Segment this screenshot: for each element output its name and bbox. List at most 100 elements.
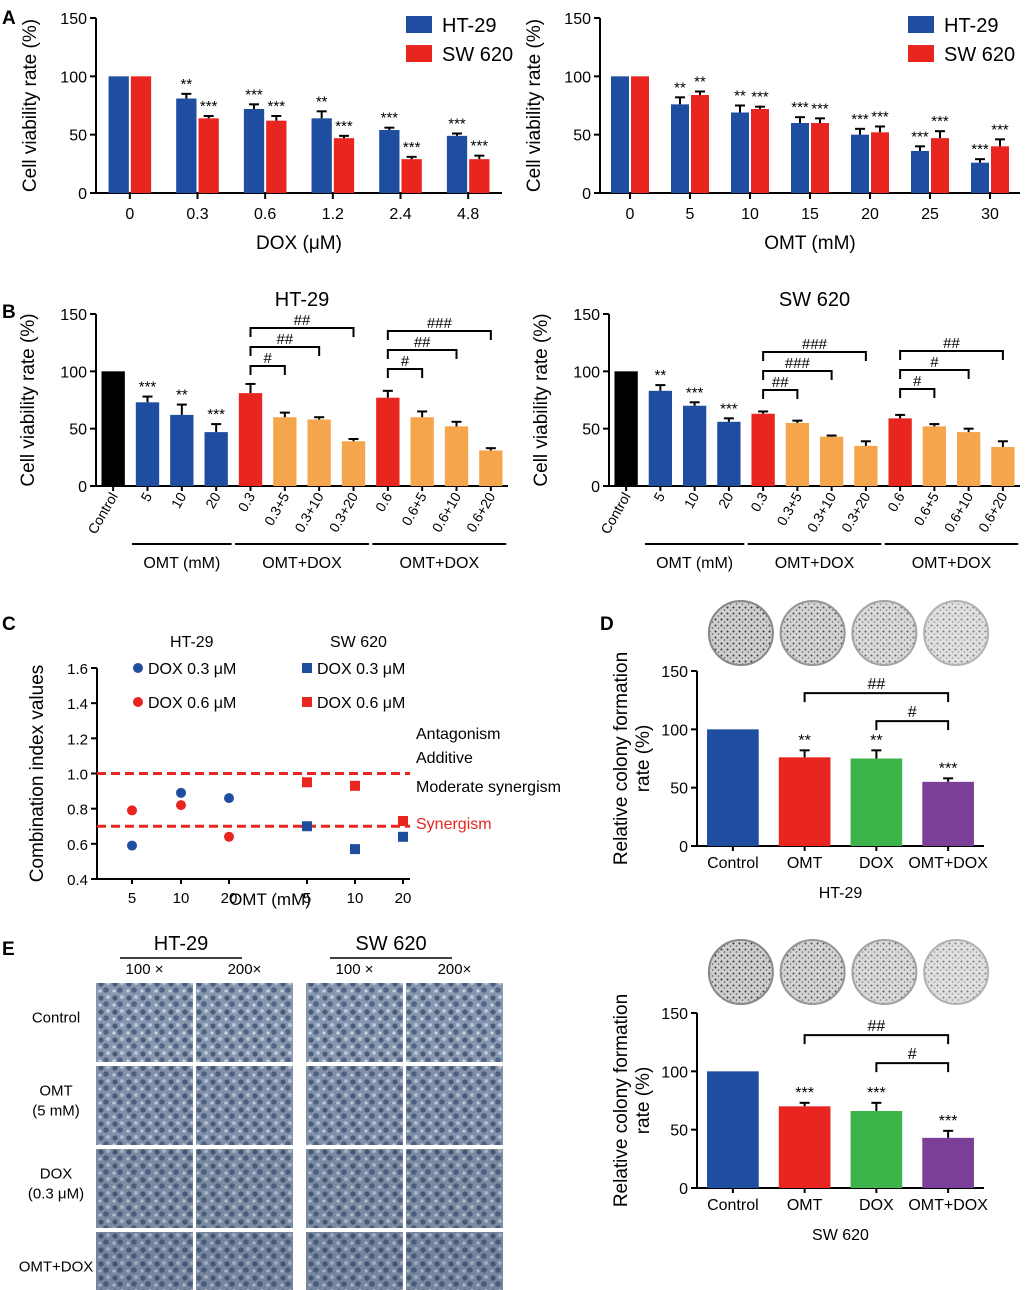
row-label: (0.3 μM) <box>28 1186 84 1203</box>
bar-sw620-20 <box>871 132 889 193</box>
micrograph-image <box>96 1149 193 1228</box>
significance-label: *** <box>268 98 286 115</box>
significance-label: ** <box>870 732 882 749</box>
micrograph-image <box>196 1149 293 1228</box>
bar-0.6+5 <box>410 417 434 486</box>
bar-0.6+5 <box>922 426 947 486</box>
y-axis-label: Combination index values <box>27 665 48 883</box>
legend-swatch <box>908 45 934 62</box>
magnification-label: 100 × <box>126 961 164 978</box>
data-point <box>398 815 408 826</box>
significance-label: ** <box>798 732 810 749</box>
x-tick-label: 10 <box>168 489 190 511</box>
micrograph-shade <box>196 1066 293 1145</box>
data-point <box>224 831 234 842</box>
bracket-label: ## <box>772 374 789 391</box>
y-tick-label: 0 <box>78 186 87 203</box>
micrograph-image <box>406 983 503 1062</box>
legend-label: DOX 0.6 μM <box>317 695 405 712</box>
y-tick-label: 150 <box>661 664 688 681</box>
x-axis-label: DOX (μM) <box>256 233 342 254</box>
bracket-label: # <box>263 350 272 367</box>
y-tick-label: 100 <box>60 69 87 86</box>
y-tick-label: 50 <box>69 128 87 145</box>
data-point <box>224 793 234 804</box>
micrograph-image <box>406 1066 503 1145</box>
x-tick-label: 0.3+20 <box>838 489 874 535</box>
bar-ht-29-0 <box>108 76 129 193</box>
bar-ht-29-4.8 <box>446 135 468 193</box>
bar-ht-29-20 <box>851 134 869 193</box>
x-tick-label: 25 <box>921 206 939 223</box>
x-tick-label: 5 <box>137 489 155 504</box>
bar-0.3+20 <box>854 445 878 486</box>
row-label: OMT+DOX <box>19 1259 94 1276</box>
micrograph-shade <box>406 1149 503 1228</box>
bar-0.3 <box>238 393 263 486</box>
significance-bracket <box>386 349 458 359</box>
group-label: OMT (mM) <box>143 555 220 572</box>
bar-0.3+5 <box>273 417 297 486</box>
bracket-label: ## <box>867 676 885 693</box>
y-tick-label: 0.4 <box>67 872 88 889</box>
significance-label: *** <box>200 98 218 115</box>
bar-OMT <box>778 757 831 846</box>
bar-0.6+10 <box>956 432 981 486</box>
legend-marker <box>302 663 312 673</box>
chart-title: SW 620 <box>779 289 850 311</box>
y-tick-label: 1.2 <box>67 731 88 748</box>
y-axis-label: Cell viability rate (%) <box>20 19 41 192</box>
group-label: OMT+DOX <box>400 555 480 572</box>
significance-label: *** <box>686 384 704 401</box>
bar-sw620-4.8 <box>469 159 490 193</box>
significance-label: *** <box>448 116 466 133</box>
magnification-label: 200× <box>228 961 262 978</box>
significance-label: *** <box>335 118 353 135</box>
significance-bracket <box>249 365 286 375</box>
bracket-label: ### <box>785 355 811 372</box>
significance-label: *** <box>403 139 421 156</box>
y-tick-label: 0.8 <box>67 802 88 819</box>
x-tick-label: 0.6 <box>884 489 908 514</box>
panel-label-b: B <box>2 302 16 323</box>
legend-swatch <box>406 45 432 62</box>
bar-5 <box>135 402 160 486</box>
y-tick-label: 0 <box>679 839 688 856</box>
bar-10 <box>682 405 707 486</box>
x-tick-label: 0.3+10 <box>804 489 840 535</box>
micrograph-shade <box>196 1149 293 1228</box>
legend-title: SW 620 <box>330 634 387 651</box>
micrograph-image <box>96 983 193 1062</box>
x-tick-label: 0.6+10 <box>429 489 465 535</box>
row-label: Control <box>32 1010 80 1027</box>
chart-d-colony-ht29: 0 50 100 150 Relative colony formation rate (… <box>611 600 990 902</box>
y-tick-label: 1.6 <box>67 661 88 678</box>
y-tick-label: 0 <box>582 186 591 203</box>
x-tick-label: 10 <box>173 890 190 907</box>
significance-label: ** <box>674 79 686 96</box>
micrograph-shade <box>96 1232 193 1290</box>
x-tick-label: 0.3+5 <box>773 489 805 528</box>
bar-sw620-5 <box>691 95 709 193</box>
y-tick-label: 100 <box>564 69 591 86</box>
group-header: HT-29 <box>154 933 208 955</box>
row-label: OMT <box>39 1083 72 1100</box>
chart-a-omt: 0 50 100 150 Cell viability rate (%) 0 5 ** ** 10… <box>524 11 1020 254</box>
x-tick-label: 0.6+10 <box>941 489 977 535</box>
y-axis-label: Cell viability rate (%) <box>524 19 545 192</box>
x-tick-label: OMT <box>787 855 823 872</box>
y-tick-label: 100 <box>60 364 87 381</box>
micrograph-image <box>306 1066 403 1145</box>
legend-label: HT-29 <box>944 15 998 37</box>
x-tick-label: 0.6 <box>372 489 396 514</box>
panel-label-d: D <box>600 614 614 635</box>
bar-5 <box>648 390 673 486</box>
x-tick-label: 5 <box>686 206 695 223</box>
significance-label: *** <box>791 99 809 116</box>
data-point <box>398 831 408 842</box>
bar-20 <box>717 421 741 486</box>
micrograph-shade <box>96 983 193 1062</box>
data-point <box>350 780 360 791</box>
bar-sw620-2.4 <box>401 159 422 193</box>
y-tick-label: 150 <box>573 307 600 324</box>
